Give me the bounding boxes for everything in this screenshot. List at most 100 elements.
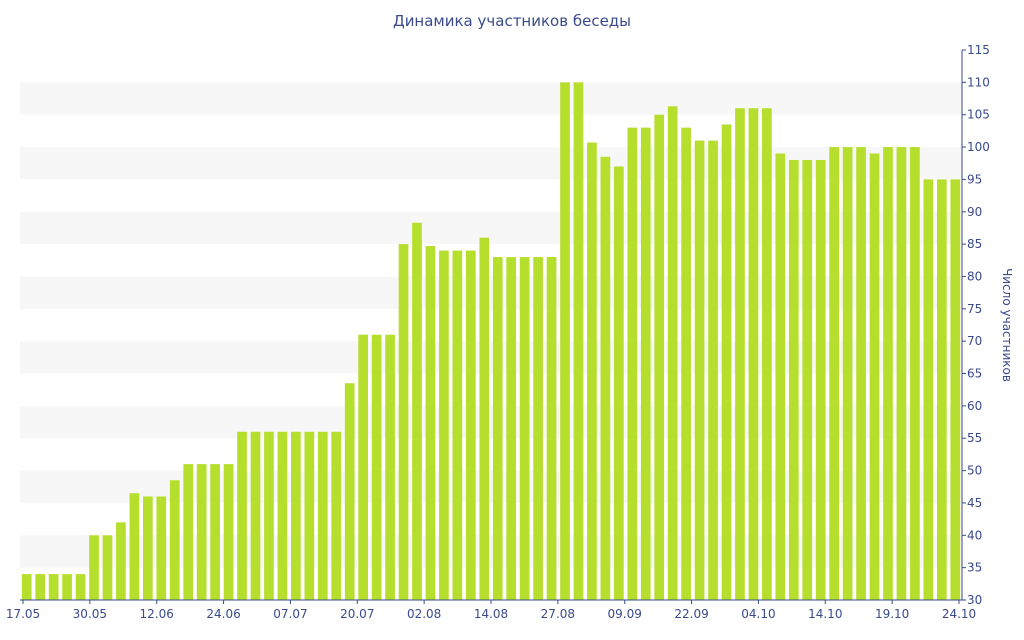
chart-title: Динамика участников беседы [392,12,632,30]
x-tick-label: 19.10 [875,607,909,621]
bar [156,496,167,600]
y-tick-label: 90 [967,205,982,219]
bar [762,108,772,601]
bar [654,114,665,601]
y-tick-label: 105 [967,108,990,122]
bar [681,127,691,601]
bar [775,153,786,600]
y-tick-label: 75 [967,302,982,316]
x-tick-label: 14.08 [474,607,508,621]
bar [210,464,220,600]
bar [35,574,46,600]
bar [143,496,153,600]
bar [237,431,247,600]
bar [264,431,274,600]
bar [842,147,853,600]
bar [317,431,328,600]
bar [398,244,409,600]
x-tick-label: 12.06 [140,607,174,621]
bar [129,493,140,600]
bar [116,522,126,600]
bar [358,334,368,600]
bar [75,574,86,600]
x-tick-label: 14.10 [808,607,842,621]
y-tick-label: 80 [967,269,982,283]
bar [735,108,745,601]
y-tick-label: 110 [967,75,990,89]
bars [21,82,961,601]
y-tick-label: 95 [967,172,982,186]
bar [277,431,288,600]
bar [560,82,570,601]
x-tick-label: 24.06 [206,607,240,621]
x-tick-label: 07.07 [273,607,307,621]
y-tick-label: 50 [967,464,982,478]
bar [829,147,839,600]
bar [708,140,718,600]
bar [533,257,543,600]
bar [721,124,732,600]
y-tick-label: 100 [967,140,990,154]
x-tick-label: 02.08 [407,607,441,621]
bar [452,250,463,600]
bar [923,179,934,600]
bar [425,246,436,600]
bar [667,106,678,600]
x-tick-label: 22.09 [674,607,708,621]
bar [183,464,194,600]
bar [856,147,866,600]
bar [412,222,422,600]
bar [910,147,920,600]
bar [614,166,624,600]
bar [936,179,947,600]
bar [385,334,395,600]
bar [196,464,207,600]
bar [627,127,638,601]
y-axis-label: Число участников [1000,268,1014,382]
bar [815,160,826,600]
bar [869,153,880,600]
y-tick-label: 65 [967,367,982,381]
y-tick-label: 70 [967,334,982,348]
bar [169,480,180,600]
bar [573,82,584,601]
bar [223,464,234,600]
bar [371,334,382,600]
bar [89,535,99,600]
x-tick-label: 27.08 [541,607,575,621]
y-axis: 30 35 40 45 50 55 60 65 70 75 80 85 90 95 100 105 110 115 [961,43,990,607]
y-tick-label: 45 [967,496,982,510]
bar [694,140,705,600]
x-tick-label: 24.10 [942,607,976,621]
y-tick-label: 60 [967,399,982,413]
bar [331,431,342,600]
bar [587,142,597,600]
bar [479,237,490,600]
bar [883,147,893,600]
y-tick-label: 115 [967,43,990,57]
bar [896,147,907,600]
y-tick-label: 85 [967,237,982,251]
y-tick-label: 35 [967,561,982,575]
grid-band [20,82,962,115]
bar [344,383,355,600]
bar [546,257,557,600]
x-tick-label: 20.07 [340,607,374,621]
bar [21,574,32,600]
bar [788,160,799,600]
y-tick-label: 40 [967,528,982,542]
bar [748,108,759,601]
bar [802,160,813,600]
bar [102,535,113,600]
bar [600,156,611,600]
bar [439,250,449,600]
bar [291,431,301,600]
bar [640,127,651,601]
x-tick-label: 09.09 [608,607,642,621]
bar [519,257,530,600]
bar [304,431,315,600]
x-tick-label: 30.05 [73,607,107,621]
bar [465,250,476,600]
x-tick-label: 04.10 [741,607,775,621]
